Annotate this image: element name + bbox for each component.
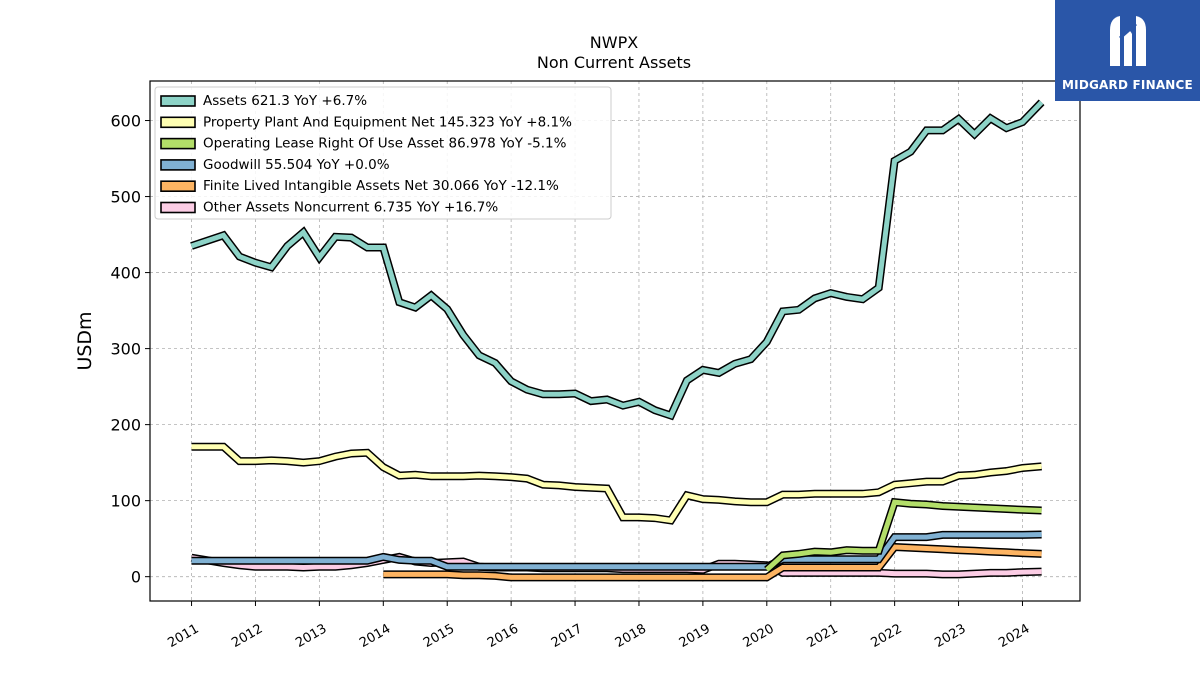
legend-item: Property Plant And Equipment Net 145.323…: [160, 114, 572, 130]
series-line-1: [191, 442, 1042, 525]
series-line-0: [190, 99, 1045, 421]
y-tick-label: 300: [110, 340, 141, 359]
x-tick-label: 2011: [165, 621, 201, 651]
x-tick-label: 2019: [677, 621, 713, 651]
legend-item: Goodwill 55.504 YoY +0.0%: [160, 157, 390, 173]
y-tick-label: 0: [131, 568, 141, 587]
series-stroke: [190, 100, 1044, 419]
x-axis-ticks: 2011 2012 2013 2014 2015 2016 2017 2018 2019 2020…: [165, 601, 1032, 651]
series-line-4: [383, 542, 1042, 582]
legend-swatch: [160, 159, 196, 171]
brand-logo: MIDGARD FINANCE: [1055, 0, 1200, 101]
chart-subtitle: Non Current Assets: [537, 53, 691, 72]
series-line-2: [764, 497, 1042, 573]
legend-label: Assets 621.3 YoY +6.7%: [203, 93, 367, 109]
y-tick-label: 100: [110, 492, 141, 511]
legend-item: Other Assets Noncurrent 6.735 YoY +16.7%: [160, 200, 498, 216]
series-stroke: [191, 532, 1042, 570]
legend-label: Finite Lived Intangible Assets Net 30.06…: [203, 178, 559, 194]
x-tick-label: 2020: [741, 621, 777, 651]
x-tick-label: 2023: [932, 621, 968, 651]
x-tick-label: 2021: [805, 621, 841, 651]
y-axis-label: USDm: [74, 311, 96, 370]
brand-name: MIDGARD FINANCE: [1062, 78, 1193, 92]
plot-frame: [149, 80, 1081, 602]
legend-item: Assets 621.3 YoY +6.7%: [160, 93, 367, 109]
legend-label: Other Assets Noncurrent 6.735 YoY +16.7%: [203, 200, 498, 216]
x-tick-label: 2022: [868, 621, 904, 651]
legend-swatch: [160, 95, 196, 107]
legend-label: Property Plant And Equipment Net 145.323…: [203, 114, 572, 130]
series-lines: [190, 99, 1045, 582]
legend: Assets 621.3 YoY +6.7% Property Plant And…: [154, 86, 612, 220]
y-tick-label: 200: [110, 416, 141, 435]
x-tick-label: 2013: [293, 621, 329, 651]
series-stroke: [383, 544, 1042, 580]
x-tick-label: 2015: [421, 621, 457, 651]
x-tick-label: 2012: [229, 621, 265, 651]
legend-label: Operating Lease Right Of Use Asset 86.97…: [203, 136, 567, 152]
midgard-logo-icon: [1109, 16, 1146, 66]
legend-swatch: [160, 201, 196, 214]
series-stroke: [191, 444, 1042, 524]
chart-title: NWPX: [590, 33, 638, 52]
y-tick-label: 500: [110, 188, 141, 207]
legend-swatch: [160, 137, 196, 150]
legend-item: Finite Lived Intangible Assets Net 30.06…: [160, 178, 559, 194]
y-tick-label: 400: [110, 264, 141, 283]
legend-box: [154, 86, 612, 220]
legend-swatch: [160, 180, 196, 192]
legend-swatch: [160, 116, 196, 129]
x-tick-label: 2014: [357, 621, 393, 651]
legend-label: Goodwill 55.504 YoY +0.0%: [203, 157, 390, 173]
x-tick-label: 2017: [549, 621, 585, 651]
y-tick-label: 600: [110, 112, 141, 131]
series-line-3: [191, 530, 1042, 571]
x-tick-label: 2024: [996, 621, 1032, 651]
series-stroke: [765, 499, 1042, 572]
legend-item: Operating Lease Right Of Use Asset 86.97…: [160, 136, 567, 152]
y-axis-ticks: 0 100 200 300 400 500 600: [110, 112, 150, 587]
x-tick-label: 2016: [485, 621, 521, 651]
x-tick-label: 2018: [613, 621, 649, 651]
